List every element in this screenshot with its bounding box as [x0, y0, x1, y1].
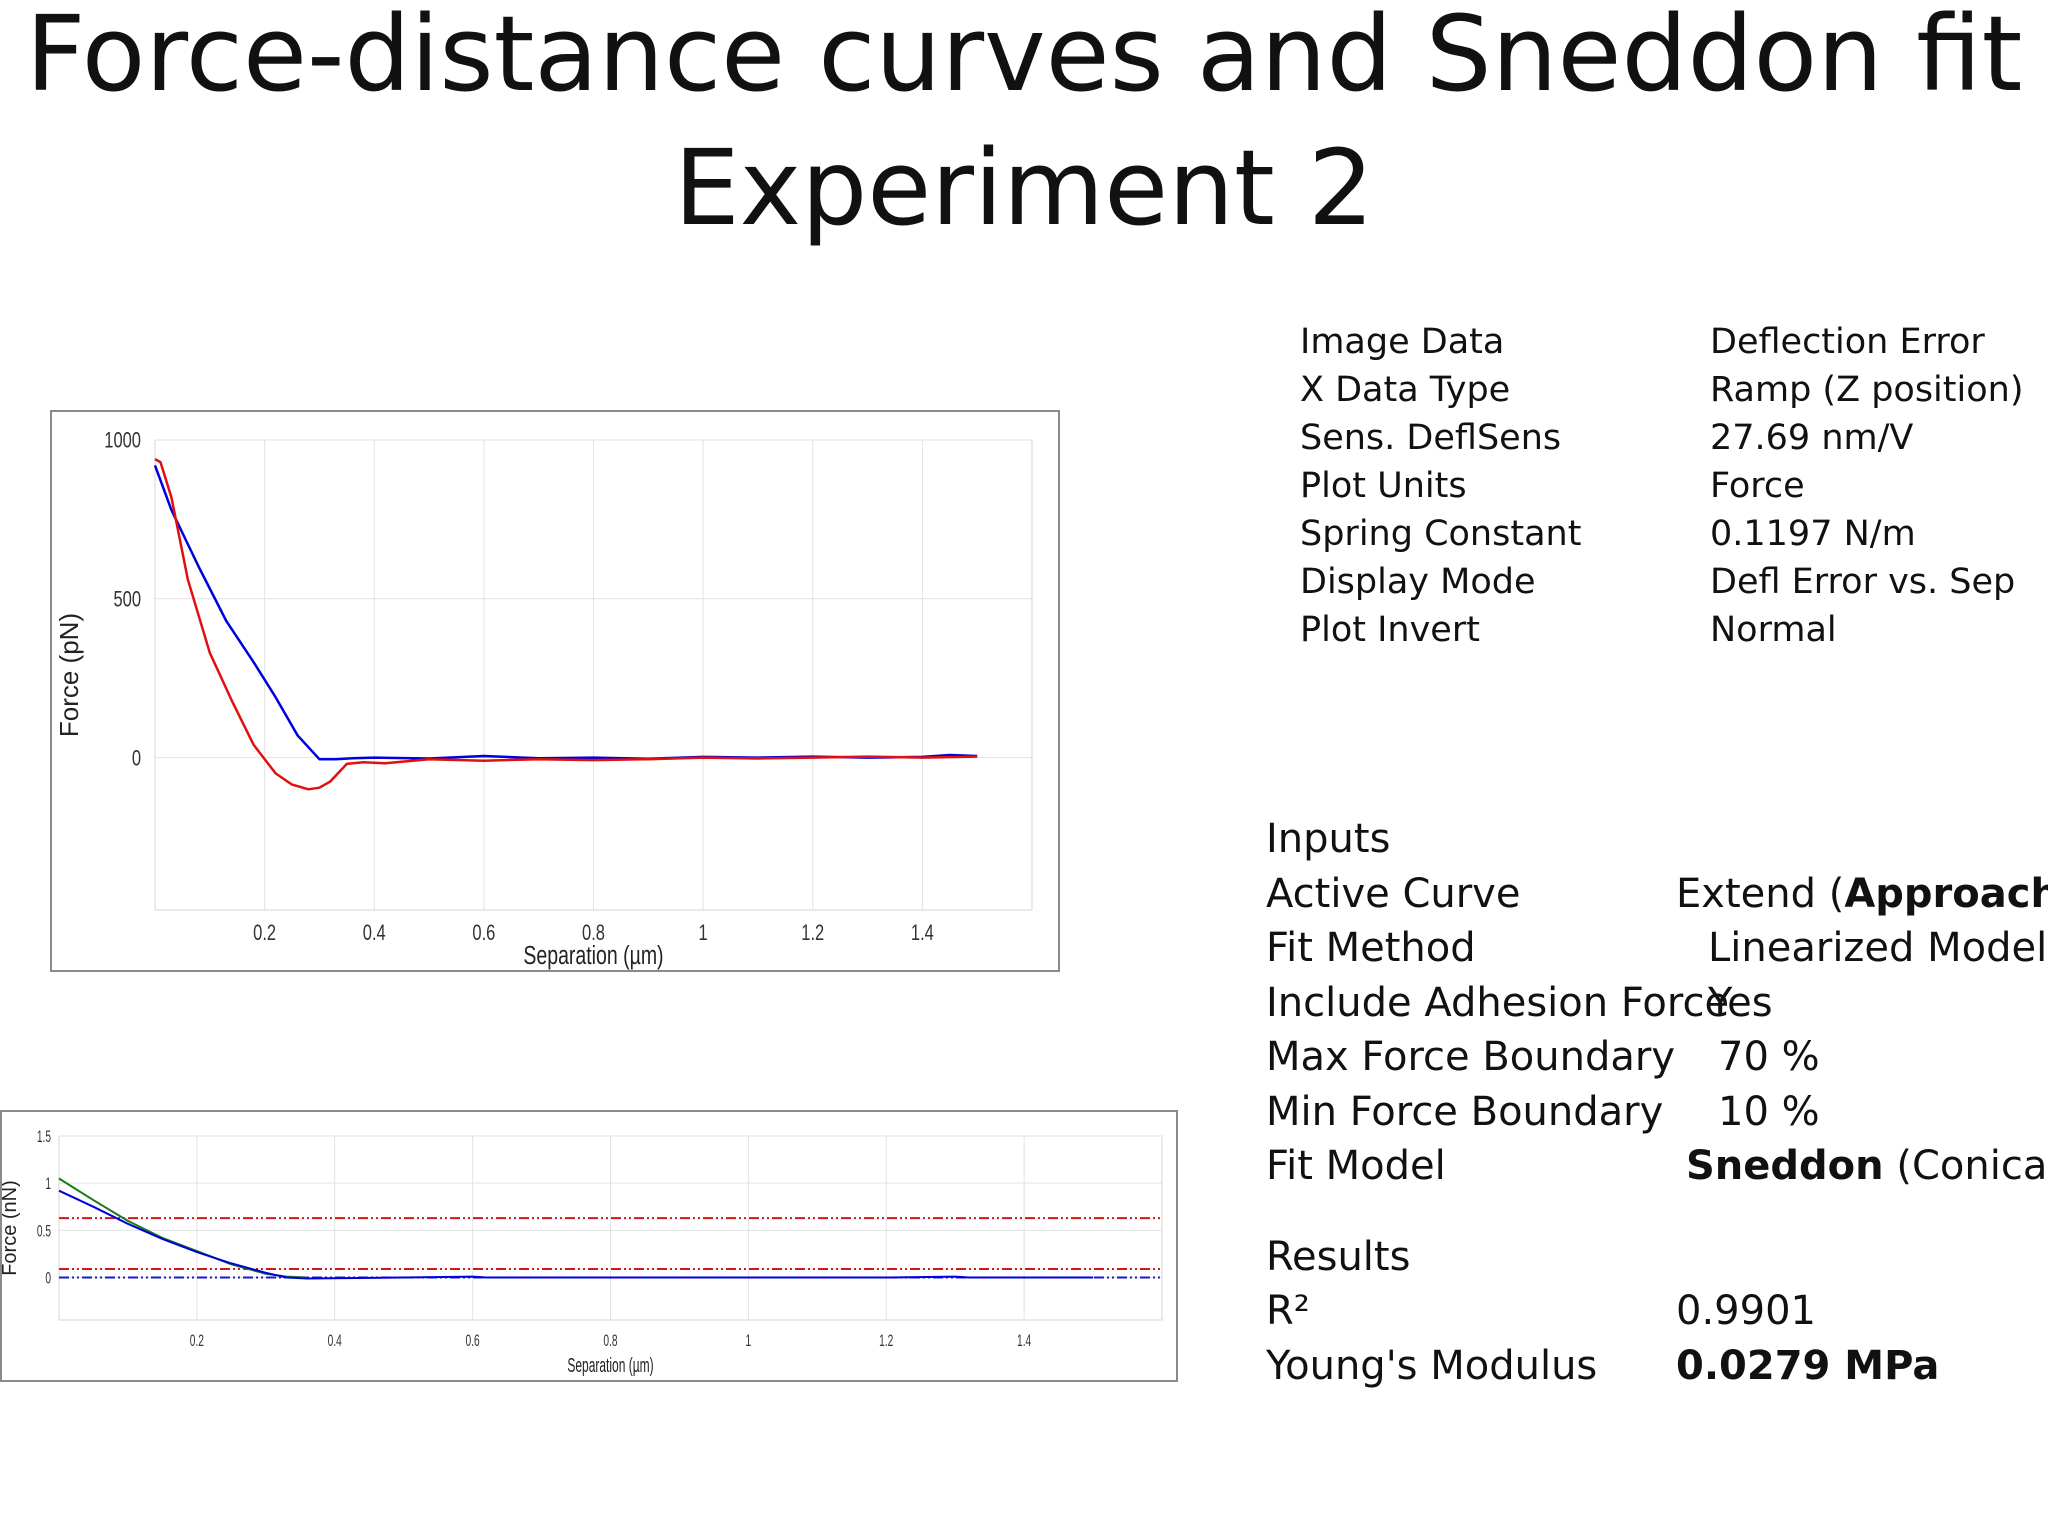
y-axis-label: Force (nN)	[2, 1180, 21, 1276]
setting-label: Plot Invert	[1300, 610, 1480, 650]
fit-model-rest: (Conical)	[1896, 1143, 2048, 1189]
active-curve-bold: Approach	[1844, 870, 2048, 917]
extend-curve	[58, 1189, 1094, 1280]
title-line-1: Force-distance curves and Sneddon fit	[25, 0, 2023, 115]
setting-value: 0.1197 N/m	[1710, 514, 1916, 554]
max-boundary-value: 70 %	[1718, 1034, 1820, 1080]
setting-label: Spring Constant	[1300, 514, 1582, 554]
setting-value: Ramp (Z position)	[1710, 370, 2024, 410]
x-axis-label: Separation (µm)	[523, 940, 663, 969]
settings-row: Image Data Deflection Error	[1300, 318, 2040, 366]
x-tick-label: 0.2	[253, 921, 276, 946]
settings-table: Image Data Deflection Error X Data Type Ra…	[1300, 318, 2040, 654]
x-tick-label: 1.4	[911, 921, 934, 946]
fit-method-row: Fit Method Linearized Model	[1266, 921, 2048, 976]
r2-row: R² 0.9901	[1266, 1284, 2046, 1339]
retract-curve	[154, 458, 978, 791]
setting-value: Defl Error vs. Sep	[1710, 562, 2016, 602]
y-tick-label: 1.5	[37, 1126, 51, 1145]
settings-row: Spring Constant 0.1197 N/m	[1300, 510, 2040, 558]
min-boundary-value: 10 %	[1718, 1088, 1820, 1135]
max-boundary-row: Max Force Boundary 70 %	[1266, 1030, 2046, 1085]
y-tick-label: 1000	[104, 428, 141, 453]
fit-model-bold: Sneddon	[1686, 1143, 1884, 1189]
x-tick-label: 0.4	[328, 1330, 342, 1349]
fit-model-row: Fit Model Sneddon (Conical)	[1266, 1139, 2048, 1194]
setting-label: X Data Type	[1300, 370, 1511, 410]
y-tick-label: 0.5	[37, 1221, 51, 1240]
force-distance-chart-frame: 0.2 0.4 0.6 0.8 1 1.2 1.4 0 500 1000 Separation (µ…	[50, 410, 1060, 972]
setting-value: 27.69 nm/V	[1710, 418, 1914, 458]
y-tick-label: 500	[113, 587, 141, 612]
y-axis-label: Force (pN)	[54, 613, 84, 737]
y-tick-label: 0	[132, 746, 141, 771]
spacer	[1266, 1194, 2046, 1230]
modulus-value: 0.0279 MPa	[1676, 1342, 1940, 1389]
modulus-label: Young's Modulus	[1266, 1342, 1598, 1389]
adhesion-value: Yes	[1708, 979, 1773, 1026]
setting-value: Force	[1710, 466, 1805, 506]
x-tick-label: 0.8	[582, 921, 605, 946]
adhesion-row: Include Adhesion Force Yes	[1266, 976, 2046, 1031]
force-distance-chart: 0.2 0.4 0.6 0.8 1 1.2 1.4 0 500 1000 Separation (µ…	[54, 428, 1033, 970]
y-tick-label: 1	[45, 1173, 51, 1192]
x-tick-label: 0.8	[603, 1330, 617, 1349]
r2-value: 0.9901	[1676, 1288, 1816, 1334]
settings-row: Plot Units Force	[1300, 462, 2040, 510]
fit-method-value: Linearized Model	[1708, 925, 2048, 971]
modulus-row: Young's Modulus 0.0279 MPa	[1266, 1339, 2046, 1394]
x-tick-label: 0.6	[466, 1330, 480, 1349]
title-line-2: Experiment 2	[673, 127, 1375, 249]
x-tick-label: 0.6	[472, 921, 495, 946]
fit-method-label: Fit Method	[1266, 925, 1476, 971]
setting-value: Deflection Error	[1710, 322, 1985, 362]
active-curve-label: Active Curve	[1266, 870, 1521, 917]
x-tick-label: 1.4	[1017, 1330, 1031, 1349]
x-tick-label: 1	[699, 921, 708, 946]
setting-label: Image Data	[1300, 322, 1505, 362]
y-tick-label: 0	[45, 1268, 51, 1287]
active-curve-prefix: Extend (	[1676, 870, 1845, 917]
x-tick-label: 0.2	[190, 1330, 204, 1349]
min-boundary-label: Min Force Boundary	[1266, 1088, 1664, 1135]
x-tick-label: 1	[746, 1330, 752, 1349]
x-tick-label: 0.4	[363, 921, 386, 946]
settings-row: Display Mode Defl Error vs. Sep	[1300, 558, 2040, 606]
max-boundary-label: Max Force Boundary	[1266, 1034, 1675, 1080]
adhesion-label: Include Adhesion Force	[1266, 979, 1730, 1026]
settings-row: X Data Type Ramp (Z position)	[1300, 366, 2040, 414]
inputs-heading: Inputs	[1266, 816, 1391, 862]
fit-panel: Inputs Active Curve Extend (Approach) Fi…	[1266, 812, 2048, 1394]
x-tick-label: 1.2	[801, 921, 824, 946]
x-axis-label: Separation (µm)	[567, 1355, 653, 1377]
min-boundary-row: Min Force Boundary 10 %	[1266, 1085, 2046, 1140]
sneddon-fit-chart: 0.2 0.4 0.6 0.8 1 1.2 1.4 0 0.5 1 1.5 Separation (µ…	[0, 1126, 1163, 1377]
settings-row: Plot Invert Normal	[1300, 606, 2040, 654]
active-curve-row: Active Curve Extend (Approach)	[1266, 867, 2048, 922]
setting-label: Sens. DeflSens	[1300, 418, 1562, 458]
sneddon-fit-chart-frame: 0.2 0.4 0.6 0.8 1 1.2 1.4 0 0.5 1 1.5 Separation (µ…	[0, 1110, 1178, 1382]
r2-label: R²	[1266, 1288, 1310, 1334]
setting-label: Plot Units	[1300, 466, 1467, 506]
setting-value: Normal	[1710, 610, 1837, 650]
settings-row: Sens. DeflSens 27.69 nm/V	[1300, 414, 2040, 462]
fit-model-value: Sneddon (Conical)	[1686, 1139, 2048, 1194]
x-tick-label: 1.2	[879, 1330, 893, 1349]
active-curve-value: Extend (Approach)	[1676, 867, 2048, 922]
results-heading: Results	[1266, 1233, 1411, 1280]
fit-model-label: Fit Model	[1266, 1143, 1446, 1189]
setting-label: Display Mode	[1300, 562, 1536, 602]
